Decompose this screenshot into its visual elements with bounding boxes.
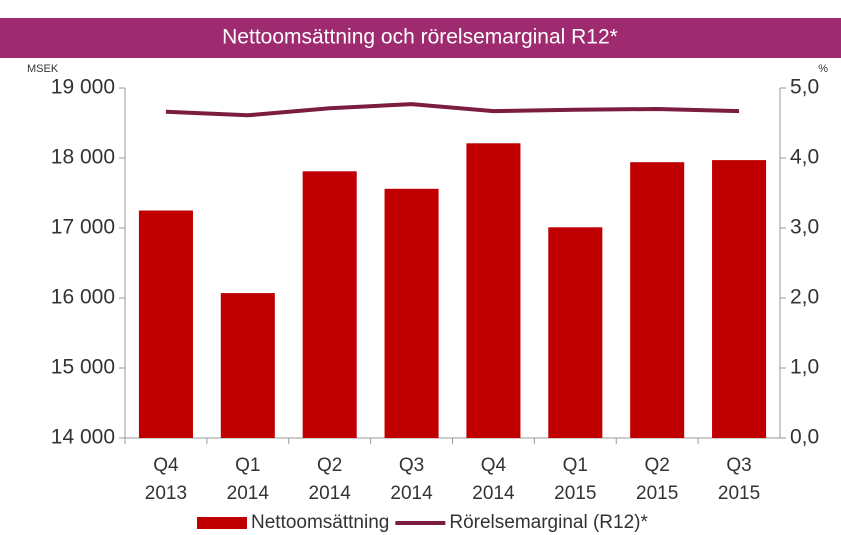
bar bbox=[138, 210, 193, 438]
title-band bbox=[0, 18, 841, 58]
y2-tick-label: 0,0 bbox=[790, 426, 819, 449]
legend-swatch bbox=[197, 517, 247, 529]
y-axis-label: MSEK bbox=[27, 63, 59, 75]
y-tick-label: 14 000 bbox=[51, 426, 115, 449]
x-tick-label: 2014 bbox=[390, 483, 433, 504]
bar bbox=[384, 188, 439, 438]
x-tick-label: Q1 bbox=[563, 455, 588, 476]
x-tick-label: Q2 bbox=[645, 455, 670, 476]
x-tick-label: Q2 bbox=[317, 455, 342, 476]
y-tick-label: 15 000 bbox=[51, 356, 115, 379]
chart-title: Nettoomsättning och rörelsemarginal R12* bbox=[222, 26, 618, 49]
y2-tick-label: 2,0 bbox=[790, 286, 819, 309]
y-tick-label: 17 000 bbox=[51, 216, 115, 239]
y2-tick-label: 1,0 bbox=[790, 356, 819, 379]
x-tick-label: Q1 bbox=[235, 455, 260, 476]
y2-tick-label: 4,0 bbox=[790, 146, 819, 169]
x-tick-label: 2014 bbox=[472, 483, 515, 504]
bar bbox=[466, 143, 521, 439]
legend-label: Nettoomsättning bbox=[251, 512, 389, 533]
y2-tick-label: 5,0 bbox=[790, 76, 819, 99]
x-tick-label: 2013 bbox=[145, 483, 187, 504]
bar bbox=[712, 160, 767, 438]
y-tick-label: 18 000 bbox=[51, 146, 115, 169]
y-tick-label: 19 000 bbox=[51, 76, 115, 99]
x-tick-label: 2014 bbox=[227, 483, 270, 504]
x-tick-label: Q3 bbox=[726, 455, 751, 476]
x-tick-label: Q4 bbox=[153, 455, 179, 476]
x-tick-label: 2015 bbox=[554, 483, 596, 504]
bar bbox=[630, 162, 685, 438]
y2-tick-label: 3,0 bbox=[790, 216, 819, 239]
bar bbox=[548, 227, 603, 438]
x-tick-label: Q3 bbox=[399, 455, 424, 476]
bar bbox=[302, 171, 357, 439]
line bbox=[165, 102, 740, 118]
x-tick-label: 2015 bbox=[636, 483, 678, 504]
x-tick-label: Q4 bbox=[481, 455, 507, 476]
legend-label: Rörelsemarginal (R12)* bbox=[449, 512, 648, 533]
bar bbox=[220, 293, 275, 438]
x-tick-label: 2014 bbox=[309, 483, 352, 504]
y-tick-label: 16 000 bbox=[51, 286, 115, 309]
y2-axis-label: % bbox=[818, 63, 828, 75]
x-tick-label: 2015 bbox=[718, 483, 760, 504]
